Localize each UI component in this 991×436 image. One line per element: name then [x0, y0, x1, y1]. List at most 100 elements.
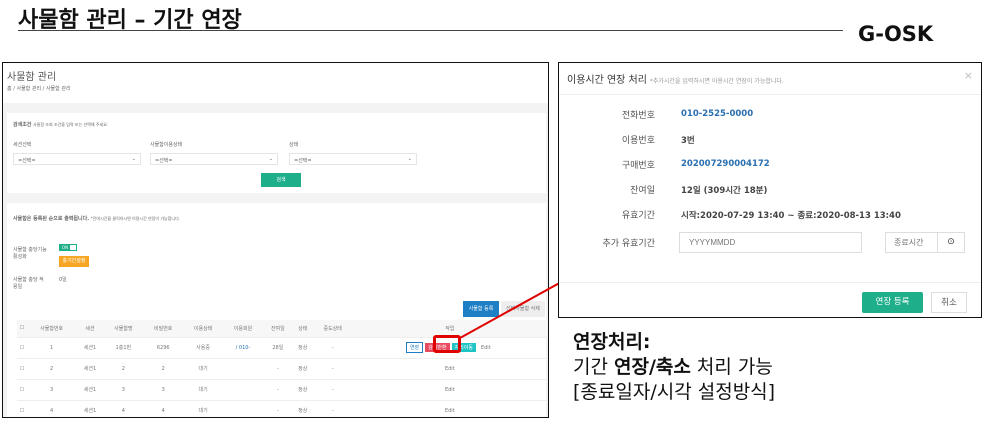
- column-header: ☐: [17, 320, 27, 338]
- cell-use: 대기: [183, 358, 224, 380]
- highlight-box: [433, 335, 461, 353]
- cell-name: 1층1번: [103, 337, 144, 359]
- field-value: 3번: [681, 136, 695, 146]
- cell-remain: -: [262, 358, 293, 380]
- row-checkbox[interactable]: ☐: [17, 379, 27, 401]
- cell-state: 정상: [292, 337, 313, 359]
- field-value: 시작:2020-07-29 13:40 ~ 종료:2020-08-13 13:4…: [681, 211, 901, 221]
- field-label: 유효기간: [621, 211, 655, 221]
- modal-subtitle: *추가시간을 입력하시면 이용시간 연장이 가능합니다.: [649, 78, 784, 85]
- caption-note: [종료일자/시각 설정방식]: [573, 381, 776, 403]
- apply-day-value: 0일: [59, 277, 67, 283]
- column-header: 비밀번호: [143, 320, 184, 338]
- register-locker-button[interactable]: 사물함 등록: [463, 301, 499, 317]
- column-header: 세션: [76, 320, 104, 338]
- cell-use: 대기: [183, 379, 224, 401]
- cell-mid: -: [312, 379, 353, 401]
- cancel-button[interactable]: 취소: [931, 292, 967, 313]
- apply-day-label: 사물함 충당 적용일: [13, 277, 44, 290]
- cell-mid: -: [312, 358, 353, 380]
- table-row: ☐ 4 세션1 4 4 대기 - 정상 - Edit: [17, 400, 547, 417]
- cell-remain: -: [262, 400, 293, 417]
- column-header: 이용회원: [223, 320, 263, 338]
- breadcrumb: 홈 / 사물함 관리 / 사물함 관리: [7, 86, 71, 92]
- search-button[interactable]: 검색: [261, 173, 301, 187]
- cell-no: 1: [26, 337, 77, 359]
- cell-pw: 3: [143, 379, 184, 401]
- cell-session: 세션1: [76, 358, 104, 380]
- field-value[interactable]: 202007290004172: [681, 159, 770, 169]
- extra-period-label: 추가 유효기간: [602, 239, 655, 249]
- use-status-select[interactable]: =선택= ⌄: [150, 153, 278, 165]
- action-edit-button[interactable]: Edit: [444, 365, 455, 372]
- row-checkbox[interactable]: ☐: [17, 358, 27, 380]
- field-value[interactable]: 010-2525-0000: [681, 109, 754, 119]
- cell-pw: 2: [143, 358, 184, 380]
- breadcrumb-current: 사물함 관리: [45, 86, 71, 92]
- cell-use: 대기: [183, 400, 224, 417]
- cell-session: 세션1: [76, 379, 104, 401]
- action-edit-button[interactable]: Edit: [444, 407, 455, 414]
- row-checkbox[interactable]: ☐: [17, 400, 27, 417]
- cell-name: 2: [103, 358, 144, 380]
- cell-actions: Edit: [352, 400, 547, 417]
- use-status-label: 사물함이용상태: [150, 142, 183, 148]
- field-label: 전화번호: [621, 111, 655, 121]
- session-select[interactable]: =선택= ⌄: [13, 153, 141, 165]
- action-extend-button[interactable]: 연장: [405, 342, 424, 353]
- field-label: 구매번호: [621, 161, 655, 171]
- cell-no: 2: [26, 358, 77, 380]
- action-edit-button[interactable]: Edit: [480, 345, 491, 351]
- slide-title: 사물함 관리 – 기간 연장: [18, 8, 242, 33]
- column-header: 사물함명: [103, 320, 144, 338]
- period-setting-button[interactable]: 충기간설정: [59, 256, 89, 267]
- action-move-seat-button[interactable]: 자리이동: [451, 343, 476, 352]
- table-row: ☐ 1 세션1 1층1번 6296 사용중/ 010- 28일 정상 - 연장 강제반환 자리이동 Ed…: [17, 337, 547, 359]
- column-header: 이용상태: [183, 320, 224, 338]
- extra-date-input[interactable]: [679, 232, 862, 253]
- status-select[interactable]: =선택= ⌄: [289, 153, 417, 165]
- cell-member: / 010-: [223, 337, 263, 359]
- cell-pw: 6296: [143, 337, 184, 359]
- cell-remain: -: [262, 379, 293, 401]
- cell-remain: 28일: [262, 337, 293, 359]
- cell-no: 4: [26, 400, 77, 417]
- column-header: 작업: [352, 320, 547, 338]
- cell-state: 정상: [292, 400, 313, 417]
- cell-session: 세션1: [76, 400, 104, 417]
- cell-mid: -: [312, 337, 353, 359]
- breadcrumb-home[interactable]: 홈: [7, 86, 12, 92]
- cell-member: [223, 400, 263, 417]
- modal-title: 이용시간 연장 처리: [567, 75, 647, 86]
- cell-pw: 4: [143, 400, 184, 417]
- row-checkbox[interactable]: ☐: [17, 337, 27, 359]
- toggle-label: 사물함 충당기능 활성화: [13, 247, 47, 260]
- action-edit-button[interactable]: Edit: [444, 386, 455, 393]
- cell-name: 4: [103, 400, 144, 417]
- page-title: 사물함 관리: [7, 72, 57, 83]
- table-row: ☐ 3 세션1 3 3 대기 - 정상 - Edit: [17, 379, 547, 401]
- caption: 연장처리: 기간 연장/축소 처리 가능 [종료일자/시각 설정방식]: [573, 331, 776, 403]
- cell-actions: Edit: [352, 358, 547, 380]
- clock-icon[interactable]: ⊙: [937, 232, 965, 253]
- cell-state: 정상: [292, 379, 313, 401]
- title-divider: [18, 30, 843, 31]
- cell-use: 사용중: [183, 337, 224, 359]
- locker-management-screenshot: 사물함 관리 홈 / 사물함 관리 / 사물함 관리 검색조건 사물함 조회 조…: [2, 62, 549, 418]
- extend-time-modal: 이용시간 연장 처리 *추가시간을 입력하시면 이용시간 연장이 가능합니다. …: [558, 62, 982, 318]
- action-force-return-button[interactable]: 강제반환: [425, 343, 450, 352]
- table-row: ☐ 2 세션1 2 2 대기 - 정상 - Edit: [17, 358, 547, 380]
- end-time-input[interactable]: [885, 232, 938, 253]
- breadcrumb-item[interactable]: 사물함 관리: [16, 86, 42, 92]
- status-label: 상태: [289, 142, 299, 148]
- brand-logo: G-OSK: [858, 22, 934, 46]
- delete-selected-button[interactable]: 선택사물함 삭제: [501, 301, 545, 317]
- cell-state: 정상: [292, 358, 313, 380]
- activation-toggle[interactable]: ON: [59, 244, 77, 251]
- close-icon[interactable]: ×: [963, 69, 973, 82]
- cell-mid: -: [312, 400, 353, 417]
- cell-no: 3: [26, 379, 77, 401]
- extend-register-button[interactable]: 연장 등록: [862, 292, 923, 313]
- column-header: 잔여일: [262, 320, 293, 338]
- cell-actions: 연장 강제반환 자리이동 Edit: [352, 337, 547, 359]
